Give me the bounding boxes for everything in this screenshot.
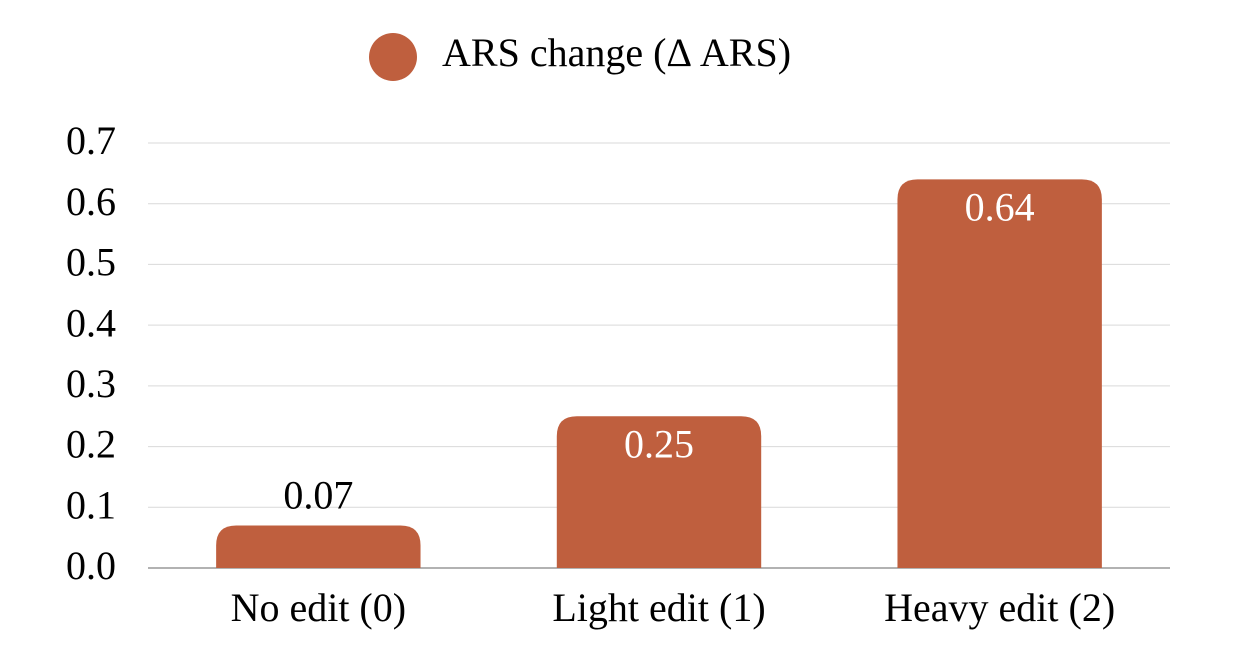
y-tick-label: 0.0: [66, 543, 116, 588]
value-label: 0.07: [283, 473, 353, 518]
y-tick-label: 0.3: [66, 361, 116, 406]
y-tick-label: 0.5: [66, 240, 116, 285]
y-tick-label: 0.2: [66, 422, 116, 467]
y-tick-label: 0.6: [66, 179, 116, 224]
value-label: 0.25: [624, 421, 694, 466]
legend-swatch: [369, 33, 417, 81]
x-tick-label: Heavy edit (2): [884, 585, 1115, 630]
x-tick-label: Light edit (1): [552, 585, 765, 630]
x-tick-label: No edit (0): [231, 585, 407, 630]
value-label: 0.64: [965, 185, 1035, 230]
bar: [897, 179, 1102, 568]
y-tick-label: 0.1: [66, 482, 116, 527]
bar: [216, 525, 421, 568]
y-tick-label: 0.7: [66, 118, 116, 163]
bar: [556, 416, 762, 568]
y-tick-label: 0.4: [66, 300, 116, 345]
legend-label: ARS change (Δ ARS): [442, 30, 791, 75]
